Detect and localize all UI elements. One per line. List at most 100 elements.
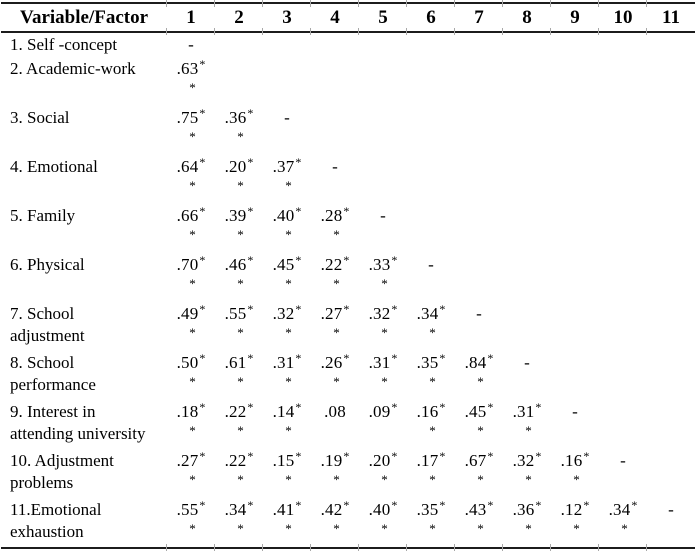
significance-star: * (391, 449, 398, 463)
table-row: 11.Emotional exhaustion .55* * .34* * .41* * .42… (1, 498, 695, 551)
correlation-cell (455, 155, 503, 204)
significance-star: * (535, 400, 542, 414)
wrapped-significance-star: * (429, 325, 436, 340)
correlation-cell (647, 302, 695, 351)
row-label: 3. Social (10, 108, 70, 127)
correlation-value: .20 (224, 157, 247, 176)
correlation-cell: .46* * (215, 253, 263, 302)
table-header: Variable/Factor 1 2 3 4 5 6 7 8 9 10 11 (1, 1, 695, 36)
wrapped-significance-star: * (285, 276, 292, 291)
correlation-cell: .41* * (262, 498, 311, 551)
correlation-value: .32 (512, 451, 535, 470)
correlation-cell (455, 253, 503, 302)
significance-star: * (583, 449, 590, 463)
correlation-value: .37 (272, 157, 295, 176)
column-header-8: 8 (502, 1, 551, 36)
correlation-cell: - (524, 353, 530, 372)
correlation-value: .09 (368, 402, 391, 421)
correlation-cell: .20* * (359, 449, 407, 498)
correlation-value: .31 (512, 402, 535, 421)
correlation-cell (599, 204, 647, 253)
column-header-10: 10 (598, 1, 647, 36)
correlation-value: .28 (320, 206, 343, 225)
wrapped-significance-star: * (333, 472, 340, 487)
correlation-cell (551, 302, 599, 351)
wrapped-significance-star: * (477, 472, 484, 487)
significance-star: * (199, 155, 206, 169)
correlation-cell: .39* * (215, 204, 263, 253)
significance-star: * (199, 57, 206, 71)
significance-star: * (535, 449, 542, 463)
correlation-cell: .27* * (167, 449, 215, 498)
wrapped-significance-star: * (285, 521, 292, 536)
correlation-cell: .40* * (263, 204, 311, 253)
column-header-3: 3 (262, 1, 311, 36)
significance-star: * (247, 351, 254, 365)
significance-star: * (247, 449, 254, 463)
correlation-cell (647, 106, 695, 155)
correlation-cell: .55* * (215, 302, 263, 351)
correlation-cell: - (646, 498, 695, 551)
correlation-cell (503, 106, 551, 155)
correlation-cell: .31* * (503, 400, 551, 449)
correlation-value: .18 (176, 402, 199, 421)
correlation-cell (455, 32, 503, 57)
correlation-value: .22 (320, 255, 343, 274)
correlation-cell: .45* * (455, 400, 503, 449)
significance-star: * (199, 302, 206, 316)
correlation-value: .39 (224, 206, 247, 225)
correlation-cell (455, 106, 503, 155)
correlation-value: .46 (224, 255, 247, 274)
row-label: 6. Physical (10, 255, 85, 274)
wrapped-significance-star: * (333, 325, 340, 340)
correlation-cell (551, 57, 599, 106)
correlation-cell: .26* * (311, 351, 359, 400)
significance-star: * (343, 449, 350, 463)
wrapped-significance-star: * (621, 521, 628, 536)
correlation-cell: .33* * (359, 253, 407, 302)
correlation-cell: .34* * (214, 498, 263, 551)
correlation-cell (407, 57, 455, 106)
correlation-cell: .19* * (311, 449, 359, 498)
correlation-value: .67 (464, 451, 487, 470)
significance-star: * (535, 498, 542, 512)
correlation-cell (215, 32, 263, 57)
significance-star: * (247, 204, 254, 218)
significance-star: * (439, 302, 446, 316)
wrapped-significance-star: * (237, 178, 244, 193)
correlation-cell (359, 57, 407, 106)
significance-star: * (487, 449, 494, 463)
table-row: 7. School adjustment .49* * .55* * .32* * .27* *.… (1, 302, 695, 351)
correlation-cell: .40* * (358, 498, 407, 551)
significance-star: * (439, 351, 446, 365)
wrapped-significance-star: * (525, 472, 532, 487)
correlation-cell: .43* * (454, 498, 503, 551)
row-label: 7. School adjustment (10, 304, 85, 345)
correlation-cell (599, 302, 647, 351)
significance-star: * (199, 498, 206, 512)
significance-star: * (439, 449, 446, 463)
wrapped-significance-star: * (189, 80, 196, 95)
wrapped-significance-star: * (237, 472, 244, 487)
correlation-value: .27 (320, 304, 343, 323)
correlation-value: .26 (320, 353, 343, 372)
correlation-value: .33 (368, 255, 391, 274)
correlation-value: .43 (464, 500, 487, 519)
wrapped-significance-star: * (285, 227, 292, 242)
correlation-cell (311, 32, 359, 57)
significance-star: * (295, 155, 302, 169)
column-header-variable-factor: Variable/Factor (1, 2, 167, 33)
correlation-cell: .22* * (311, 253, 359, 302)
wrapped-significance-star: * (429, 423, 436, 438)
wrapped-significance-star: * (333, 227, 340, 242)
correlation-cell: .17* * (407, 449, 455, 498)
wrapped-significance-star: * (429, 472, 436, 487)
wrapped-significance-star: * (189, 472, 196, 487)
correlation-cell (551, 32, 599, 57)
correlation-cell (263, 57, 311, 106)
column-header-2: 2 (214, 1, 263, 36)
correlation-cell: .84* * (455, 351, 503, 400)
correlation-cell (551, 351, 599, 400)
correlation-cell: .35* * (407, 351, 455, 400)
